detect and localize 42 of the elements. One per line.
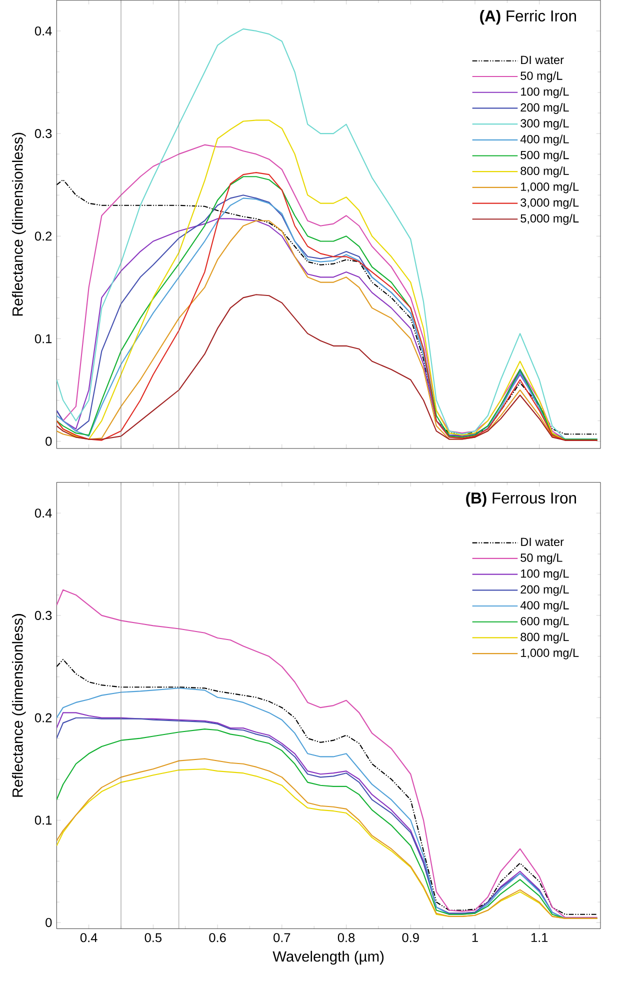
y-tick-label: 0.1 xyxy=(35,816,52,825)
legend-label: DI water xyxy=(521,538,564,546)
legend-label: 1,000 mg/L xyxy=(521,182,579,194)
legend-label: 800 mg/L xyxy=(520,632,570,644)
x-tick-label: 1 xyxy=(472,933,478,942)
y-tick-label: 0 xyxy=(46,436,52,446)
legend-label: 1,000 mg/L xyxy=(521,648,579,660)
x-tick-label: 1.1 xyxy=(532,933,548,942)
legend-label: 400 mg/L xyxy=(520,600,570,612)
x-tick-label: 0.5 xyxy=(145,933,162,942)
legend-label: DI water xyxy=(521,56,564,64)
x-tick-label: 0.8 xyxy=(338,933,355,942)
y-axis-title: Reflectance (dimensionless) xyxy=(12,614,26,797)
y-tick-label: 0.1 xyxy=(35,334,52,344)
legend-label: 50 mg/L xyxy=(520,71,563,82)
legend-label: 400 mg/L xyxy=(520,134,570,146)
legend-label: 3,000 mg/L xyxy=(520,198,579,210)
x-axis-title: Wavelength (µm) xyxy=(272,950,384,965)
y-tick-label: 0.3 xyxy=(35,129,52,138)
x-tick-label: 0.4 xyxy=(80,933,98,942)
x-tick-label: 0.7 xyxy=(274,933,290,942)
legend-label: 200 mg/L xyxy=(520,584,570,596)
y-tick-label: 0.4 xyxy=(35,26,52,36)
text: (A) Ferric Iron xyxy=(480,10,576,25)
y-tick-label: 0.2 xyxy=(35,232,52,241)
x-tick-label: 0.9 xyxy=(402,933,420,942)
y-tick-label: 0.3 xyxy=(35,610,52,620)
legend-label: 500 mg/L xyxy=(520,150,570,162)
legend-label: 100 mg/L xyxy=(521,569,570,580)
text: (B) Ferrous Iron xyxy=(466,492,576,507)
legend-label: 200 mg/L xyxy=(520,102,570,114)
y-tick-label: 0 xyxy=(46,918,52,928)
legend-label: 5,000 mg/L xyxy=(520,214,579,225)
y-tick-label: 0.4 xyxy=(35,508,52,518)
y-tick-label: 0.2 xyxy=(35,713,52,722)
legend-label: 50 mg/L xyxy=(520,553,563,564)
legend-label: 600 mg/L xyxy=(520,616,570,628)
legend-label: 100 mg/L xyxy=(521,87,570,98)
y-axis-title: Reflectance (dimensionless) xyxy=(12,132,26,316)
x-tick-label: 0.6 xyxy=(209,933,226,942)
legend-label: 300 mg/L xyxy=(520,118,570,130)
legend-label: 800 mg/L xyxy=(520,166,570,178)
